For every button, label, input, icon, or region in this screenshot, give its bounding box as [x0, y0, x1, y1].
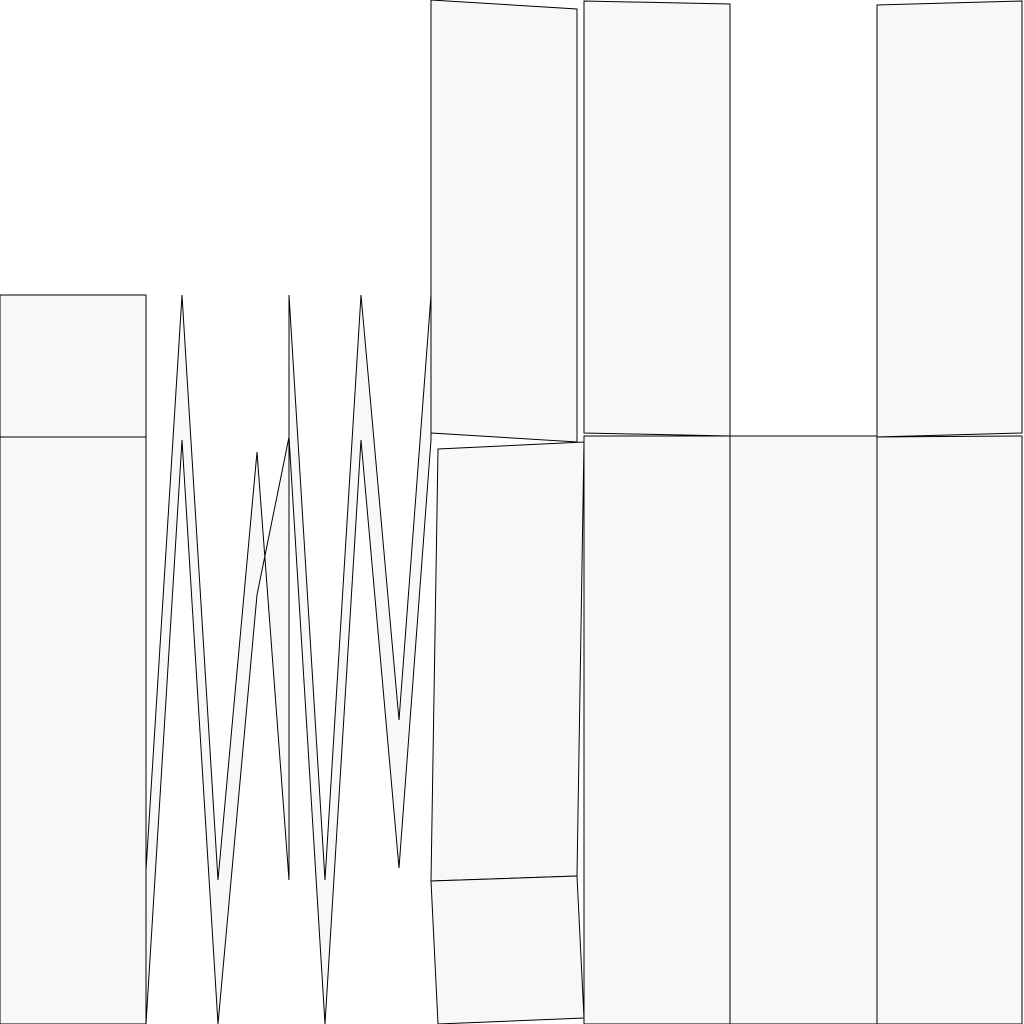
column-3-bottom — [729, 435, 878, 1024]
center-panel-bottom — [430, 441, 585, 882]
left-panel-top — [0, 294, 147, 438]
zigzag-strip — [145, 294, 432, 1024]
center-panel-footer — [430, 875, 585, 1024]
center-panel-top — [430, 0, 578, 443]
column-4-top — [876, 0, 1023, 438]
column-2-top — [583, 0, 731, 437]
column-4-bottom — [876, 435, 1023, 1024]
left-panel-bottom — [0, 436, 147, 1024]
column-2-bottom — [583, 435, 731, 1024]
